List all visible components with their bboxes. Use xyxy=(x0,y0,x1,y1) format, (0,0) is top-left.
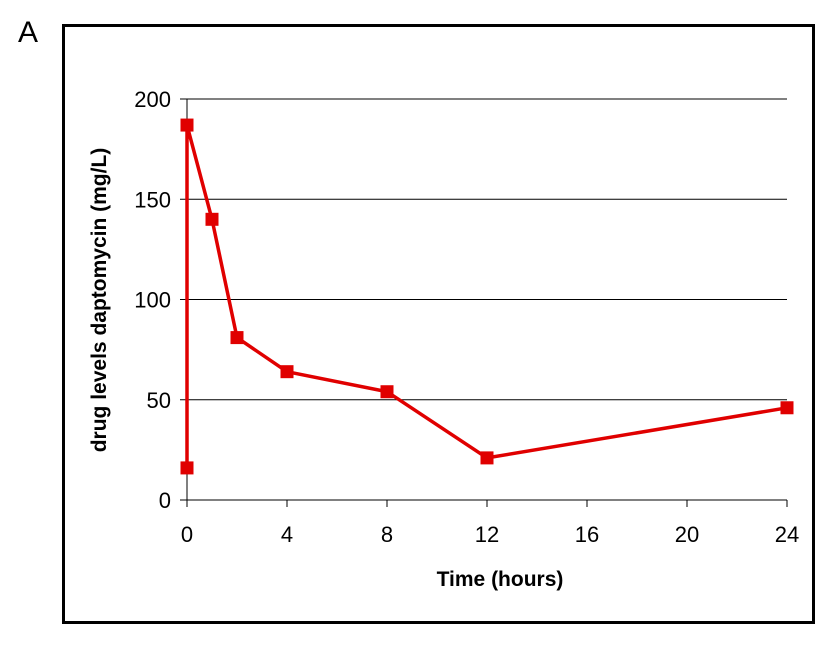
x-tick-label: 20 xyxy=(675,522,699,547)
data-point-marker xyxy=(280,365,294,379)
y-tick-label: 50 xyxy=(147,388,171,413)
y-tick-labels: 0 50 100 150 200 xyxy=(134,87,171,513)
data-point-marker xyxy=(230,331,244,345)
x-tick-label: 4 xyxy=(281,522,293,547)
y-tick-label: 100 xyxy=(134,288,171,313)
panel-label: A xyxy=(18,16,39,49)
data-point-marker xyxy=(180,118,194,132)
y-tick-label: 0 xyxy=(159,488,171,513)
axes xyxy=(180,98,788,507)
y-axis-title: drug levels daptomycin (mg/L) xyxy=(88,148,111,453)
data-point-marker xyxy=(380,385,394,399)
data-point-marker xyxy=(205,212,219,226)
x-tick-labels: 0 4 8 12 16 20 24 xyxy=(181,522,799,547)
x-tick-label: 12 xyxy=(475,522,499,547)
data-point-marker xyxy=(480,451,494,465)
data-point-marker xyxy=(180,461,194,475)
x-tick-label: 24 xyxy=(775,522,799,547)
y-tick-label: 150 xyxy=(134,187,171,212)
series xyxy=(180,118,794,475)
x-tick-label: 16 xyxy=(575,522,599,547)
gridlines xyxy=(187,98,787,401)
x-tick-label: 8 xyxy=(381,522,393,547)
x-tick-label: 0 xyxy=(181,522,193,547)
chart-frame xyxy=(62,24,815,624)
series-line xyxy=(185,123,788,468)
data-point-marker xyxy=(780,401,794,415)
x-axis-title: Time (hours) xyxy=(437,568,564,591)
y-tick-label: 200 xyxy=(134,87,171,112)
